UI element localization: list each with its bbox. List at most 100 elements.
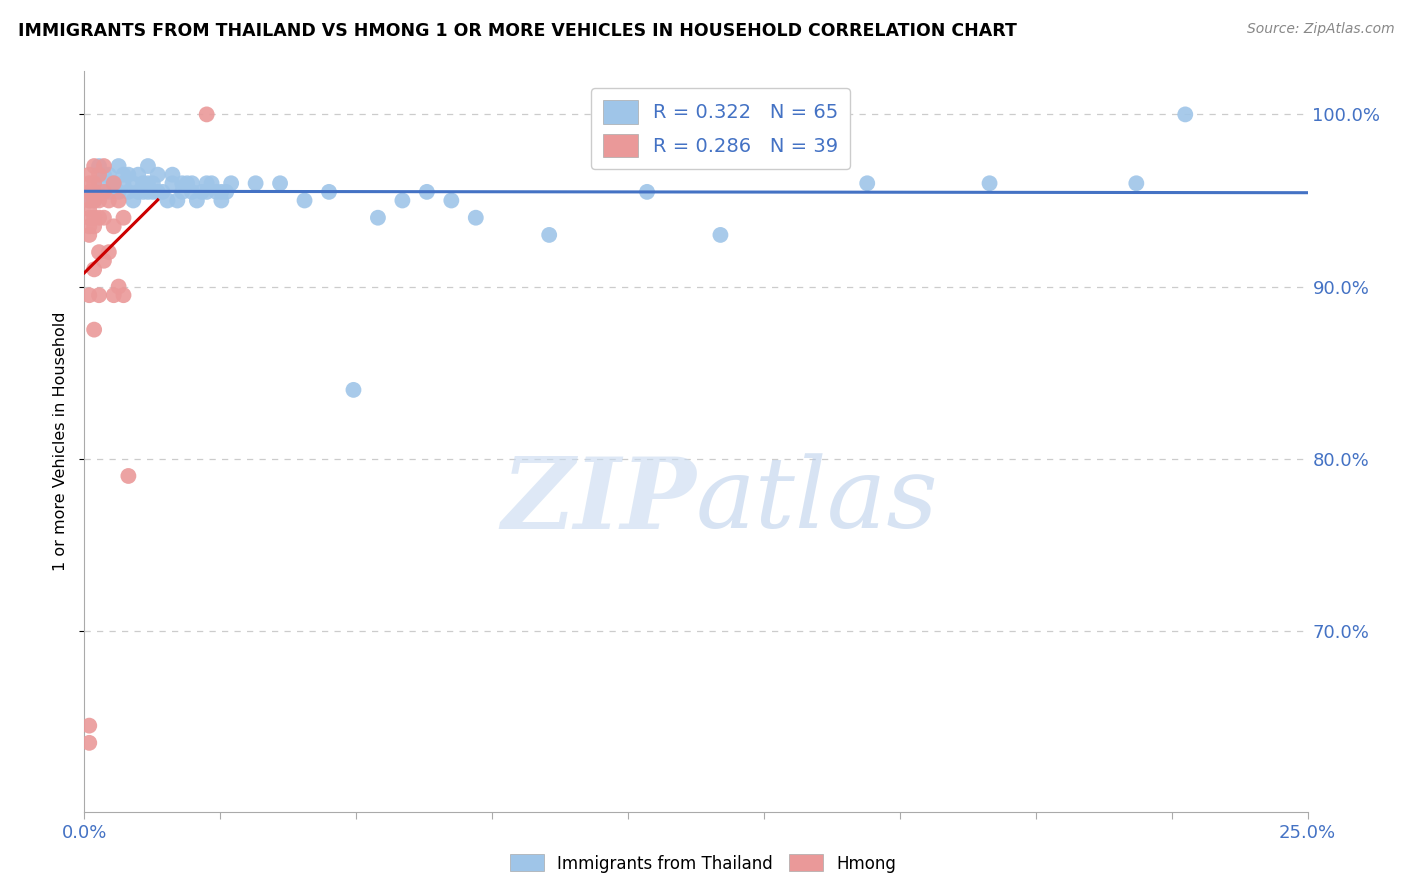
Point	[87, 211, 110, 225]
Point	[245, 176, 267, 190]
Point	[342, 383, 364, 397]
Point	[77, 185, 100, 199]
Point	[77, 194, 100, 208]
Point	[195, 107, 218, 121]
Point	[93, 168, 115, 182]
Text: ZIP: ZIP	[501, 452, 696, 549]
Point	[83, 323, 105, 337]
Point	[152, 185, 174, 199]
Legend: Immigrants from Thailand, Hmong: Immigrants from Thailand, Hmong	[503, 847, 903, 880]
Point	[93, 253, 115, 268]
Point	[142, 176, 165, 190]
Point	[112, 288, 135, 302]
Point	[318, 185, 340, 199]
Point	[181, 176, 204, 190]
Point	[97, 194, 120, 208]
Point	[538, 227, 561, 242]
Point	[136, 176, 159, 190]
Point	[107, 279, 129, 293]
Point	[93, 159, 115, 173]
Point	[156, 194, 179, 208]
Point	[146, 168, 169, 182]
Point	[112, 168, 135, 182]
Point	[83, 262, 105, 277]
Point	[191, 185, 214, 199]
Point	[87, 159, 110, 173]
Point	[181, 185, 204, 199]
Point	[142, 185, 165, 199]
Point	[107, 159, 129, 173]
Point	[112, 211, 135, 225]
Point	[172, 176, 194, 190]
Point	[117, 185, 139, 199]
Point	[856, 176, 879, 190]
Point	[83, 194, 105, 208]
Point	[93, 185, 115, 199]
Text: atlas: atlas	[696, 453, 939, 549]
Point	[103, 219, 125, 234]
Point	[117, 168, 139, 182]
Legend: R = 0.322   N = 65, R = 0.286   N = 39: R = 0.322 N = 65, R = 0.286 N = 39	[591, 88, 851, 169]
Point	[112, 176, 135, 190]
Point	[83, 219, 105, 234]
Point	[979, 176, 1001, 190]
Point	[87, 245, 110, 260]
Point	[93, 211, 115, 225]
Point	[103, 176, 125, 190]
Point	[219, 176, 242, 190]
Point	[205, 185, 228, 199]
Point	[136, 159, 159, 173]
Point	[122, 176, 145, 190]
Point	[77, 211, 100, 225]
Point	[195, 176, 218, 190]
Point	[122, 194, 145, 208]
Point	[87, 194, 110, 208]
Text: Source: ZipAtlas.com: Source: ZipAtlas.com	[1247, 22, 1395, 37]
Point	[209, 185, 232, 199]
Point	[127, 168, 149, 182]
Point	[162, 176, 184, 190]
Point	[107, 194, 129, 208]
Point	[1125, 176, 1147, 190]
Point	[117, 469, 139, 483]
Point	[77, 718, 100, 732]
Point	[176, 176, 198, 190]
Y-axis label: 1 or more Vehicles in Household: 1 or more Vehicles in Household	[53, 312, 69, 571]
Point	[77, 219, 100, 234]
Point	[136, 185, 159, 199]
Point	[269, 176, 291, 190]
Point	[162, 168, 184, 182]
Point	[200, 176, 222, 190]
Point	[83, 176, 105, 190]
Point	[636, 185, 658, 199]
Point	[77, 202, 100, 216]
Point	[87, 288, 110, 302]
Point	[209, 194, 232, 208]
Point	[87, 176, 110, 190]
Point	[83, 159, 105, 173]
Point	[391, 194, 413, 208]
Point	[367, 211, 389, 225]
Point	[132, 185, 155, 199]
Point	[172, 185, 194, 199]
Point	[416, 185, 439, 199]
Point	[709, 227, 731, 242]
Point	[166, 194, 188, 208]
Point	[97, 185, 120, 199]
Point	[215, 185, 238, 199]
Point	[83, 194, 105, 208]
Point	[107, 185, 129, 199]
Point	[77, 176, 100, 190]
Text: IMMIGRANTS FROM THAILAND VS HMONG 1 OR MORE VEHICLES IN HOUSEHOLD CORRELATION CH: IMMIGRANTS FROM THAILAND VS HMONG 1 OR M…	[18, 22, 1017, 40]
Point	[103, 288, 125, 302]
Point	[132, 176, 155, 190]
Point	[77, 227, 100, 242]
Point	[294, 194, 316, 208]
Point	[440, 194, 463, 208]
Point	[464, 211, 486, 225]
Point	[83, 211, 105, 225]
Point	[77, 194, 100, 208]
Point	[77, 288, 100, 302]
Point	[195, 185, 218, 199]
Point	[77, 736, 100, 750]
